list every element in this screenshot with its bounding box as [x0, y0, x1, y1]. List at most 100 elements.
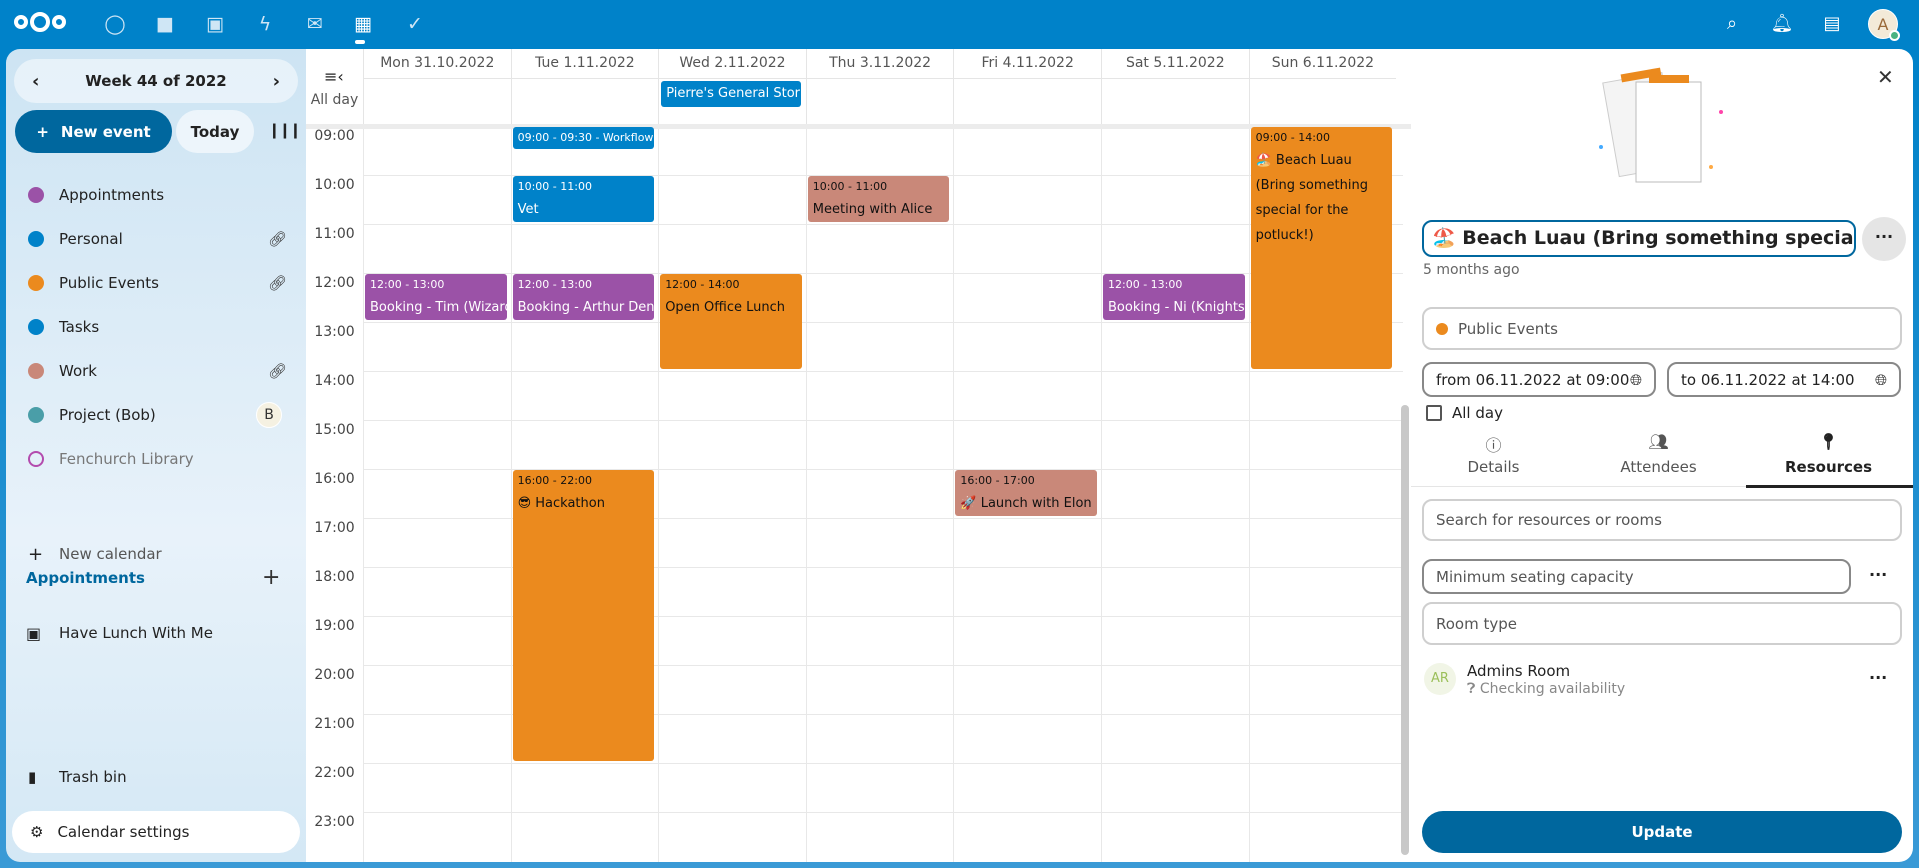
resource-search-input[interactable]: Search for resources or rooms — [1422, 499, 1902, 541]
tab-details[interactable]: ⓘ Details — [1411, 432, 1576, 476]
update-button[interactable]: Update — [1422, 811, 1902, 853]
timezone-globe-icon[interactable]: 🌐︎ — [1874, 370, 1887, 389]
trash-bin-item[interactable]: ▮ Trash bin — [6, 757, 306, 797]
calendar-select[interactable]: Public Events — [1422, 307, 1902, 350]
week-label[interactable]: Week 44 of 2022 — [85, 72, 227, 90]
day-header[interactable]: Thu 3.11.2022 — [805, 49, 954, 78]
calendar-item[interactable]: Tasks — [6, 307, 306, 347]
room-type-input[interactable]: Room type — [1422, 602, 1902, 645]
hour-line — [363, 518, 1403, 519]
calendar-color-dot[interactable] — [28, 319, 44, 335]
seating-capacity-input[interactable]: Minimum seating capacity — [1422, 559, 1851, 594]
next-week-button[interactable]: › — [272, 70, 280, 92]
hour-label: 23:00 — [314, 814, 355, 830]
share-link-icon[interactable]: 🔗︎ — [268, 230, 288, 248]
all-day-cell[interactable] — [510, 78, 659, 126]
calendar-color-dot[interactable] — [28, 407, 44, 423]
all-day-event[interactable]: Pierre's General Stor… — [661, 81, 801, 107]
search-icon[interactable]: ⌕ — [1726, 13, 1738, 34]
today-button[interactable]: Today — [176, 110, 254, 153]
all-day-cell[interactable] — [1101, 78, 1249, 126]
calendar-color-dot[interactable] — [28, 451, 44, 467]
view-switcher-icon[interactable]: ❙❙❙ — [268, 121, 302, 139]
calendar-item[interactable]: Fenchurch Library — [6, 439, 306, 479]
mail-icon[interactable]: ✉ — [307, 13, 323, 35]
more-actions-button[interactable]: ··· — [1862, 217, 1906, 261]
all-day-checkbox[interactable]: All day — [1426, 404, 1503, 422]
hour-line — [363, 322, 1403, 323]
calendar-event[interactable]: 12:00 - 13:00 Booking - Ni (Knights — [1103, 274, 1245, 320]
event-title: 😎 Hackathon — [517, 496, 605, 512]
day-header[interactable]: Sat 5.11.2022 — [1101, 49, 1249, 78]
start-datetime-field[interactable]: from 06.11.2022 at 09:00 🌐︎ — [1422, 362, 1656, 397]
previous-week-button[interactable]: ‹ — [32, 70, 40, 92]
tab-attendees[interactable]: 👥︎ Attendees — [1576, 432, 1741, 476]
calendar-item[interactable]: Personal 🔗︎ — [6, 219, 306, 259]
calendar-event[interactable]: 09:00 - 09:30 - Workflow — [512, 127, 655, 149]
notifications-icon[interactable]: 🔔︎ — [1770, 13, 1794, 34]
calendar-event[interactable]: 09:00 - 14:00 🏖️ Beach Luau (Bring someth… — [1250, 127, 1393, 369]
calendar-color-dot[interactable] — [28, 231, 44, 247]
all-day-cell[interactable] — [805, 78, 954, 126]
share-link-icon[interactable]: 🔗︎ — [268, 362, 288, 380]
calendar-settings-button[interactable]: ⚙ Calendar settings — [12, 811, 300, 853]
new-event-button[interactable]: + New event — [15, 110, 172, 153]
nextcloud-logo[interactable] — [14, 12, 66, 32]
shared-by-avatar: B — [256, 402, 282, 428]
more-filters-button[interactable]: ··· — [1869, 565, 1888, 584]
hour-label: 12:00 — [314, 275, 355, 291]
tab-resources[interactable]: 📍︎ Resources — [1746, 432, 1911, 476]
calendar-color-dot[interactable] — [28, 363, 44, 379]
day-header[interactable]: Tue 1.11.2022 — [510, 49, 659, 78]
location-pin-icon: 📍︎ — [1818, 432, 1839, 451]
calendar-item[interactable]: Appointments — [6, 175, 306, 215]
day-header[interactable]: Fri 4.11.2022 — [953, 49, 1101, 78]
calendar-event[interactable]: 12:00 - 13:00 Booking - Tim (Wizard) — [365, 274, 507, 320]
close-icon[interactable]: ✕ — [1877, 65, 1894, 89]
event-editor-panel: ✕ 🏖️ Beach Luau (Bring something special… — [1411, 49, 1913, 862]
calendar-event[interactable]: 16:00 - 17:00 🚀 Launch with Elon — [955, 470, 1097, 516]
contacts-icon[interactable]: ▤ — [1823, 13, 1841, 34]
collapse-sidebar-icon[interactable]: ≡‹ — [324, 67, 344, 86]
calendar-label: Work — [59, 362, 97, 380]
calendar-event[interactable]: 12:00 - 13:00 Booking - Arthur Dent — [512, 274, 655, 320]
calendar-event[interactable]: 16:00 - 22:00 😎 Hackathon — [512, 470, 655, 761]
calendar-color-dot[interactable] — [28, 187, 44, 203]
day-header[interactable]: Wed 2.11.2022 — [658, 49, 806, 78]
event-title-input[interactable]: 🏖️ Beach Luau (Bring something special f… — [1422, 220, 1856, 257]
all-day-cell[interactable] — [1248, 78, 1397, 126]
calendar-item[interactable]: Public Events 🔗︎ — [6, 263, 306, 303]
user-avatar[interactable]: A — [1868, 9, 1900, 41]
appointment-item[interactable]: ▣ Have Lunch With Me — [6, 613, 306, 653]
photos-icon[interactable]: ▣ — [206, 13, 224, 35]
files-icon[interactable]: ■ — [156, 13, 174, 35]
event-time: 12:00 - 13:00 — [370, 278, 445, 291]
day-header[interactable]: Mon 31.10.2022 — [363, 49, 511, 78]
hour-line — [363, 175, 1403, 176]
all-day-cell[interactable] — [363, 78, 511, 126]
calendar-icon[interactable]: ▦ — [354, 13, 372, 35]
add-appointment-icon[interactable]: + — [262, 565, 281, 590]
scrollbar[interactable] — [1401, 405, 1409, 855]
dashboard-icon[interactable]: ◯ — [104, 13, 126, 35]
calendar-item[interactable]: Work 🔗︎ — [6, 351, 306, 391]
calendar-event[interactable]: 10:00 - 11:00 Vet — [512, 176, 655, 222]
to-label: to 06.11.2022 at 14:00 — [1681, 370, 1855, 389]
resource-actions-button[interactable]: ··· — [1869, 668, 1888, 687]
new-calendar-button[interactable]: + New calendar — [6, 534, 306, 574]
status-online-icon — [1889, 30, 1900, 41]
event-time: 12:00 - 13:00 — [1108, 278, 1183, 291]
calendar-item[interactable]: Project (Bob) B — [6, 395, 306, 435]
all-day-cell[interactable] — [953, 78, 1101, 126]
day-header[interactable]: Sun 6.11.2022 — [1248, 49, 1397, 78]
timezone-globe-icon[interactable]: 🌐︎ — [1629, 370, 1642, 389]
calendar-event[interactable]: 10:00 - 11:00 Meeting with Alice — [807, 176, 950, 222]
activity-icon[interactable]: ϟ — [258, 13, 272, 35]
active-tab-underline — [1746, 485, 1913, 488]
calendar-event[interactable]: 12:00 - 14:00 Open Office Lunch — [660, 274, 802, 369]
end-datetime-field[interactable]: to 06.11.2022 at 14:00 🌐︎ — [1667, 362, 1901, 397]
share-link-icon[interactable]: 🔗︎ — [268, 274, 288, 292]
all-day-cell[interactable] — [658, 78, 806, 126]
tasks-icon[interactable]: ✓ — [407, 13, 423, 35]
calendar-color-dot[interactable] — [28, 275, 44, 291]
